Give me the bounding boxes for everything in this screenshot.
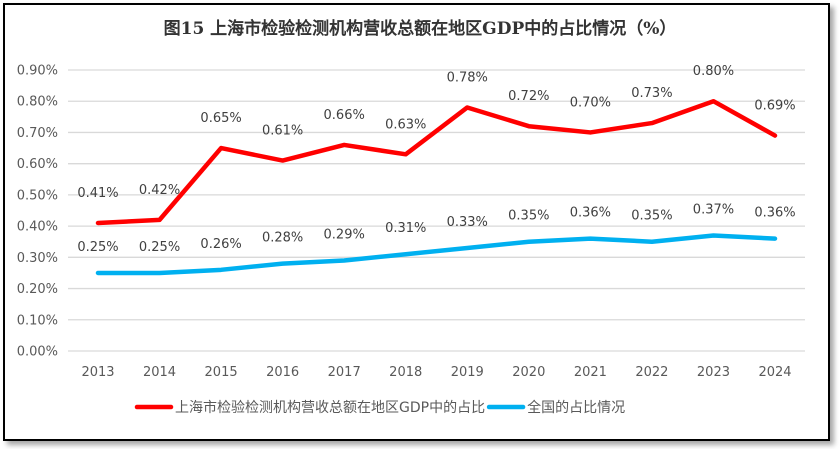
data-label: 0.33% [447,215,488,230]
x-tick-label: 2024 [758,365,791,380]
series-lines [95,98,778,276]
data-label: 0.26% [200,237,241,252]
x-tick-label: 2017 [328,365,361,380]
data-label: 0.28% [262,231,303,246]
data-label: 0.37% [693,202,734,217]
y-tick-label: 0.70% [17,126,58,141]
data-label: 0.65% [200,111,241,126]
data-label: 0.25% [77,240,118,255]
data-label: 0.25% [139,240,180,255]
data-labels: 0.41% 0.42% 0.65% 0.61% 0.66% 0.63% 0.78% 0.72%… [77,64,795,255]
data-label: 0.29% [324,227,365,242]
y-tick-label: 0.30% [17,251,58,266]
x-tick-label: 2016 [266,365,299,380]
data-label: 0.36% [570,206,611,221]
x-tick-label: 2013 [81,365,114,380]
data-label: 0.41% [77,186,118,201]
data-label: 0.31% [385,221,426,236]
data-label: 0.35% [631,209,672,224]
x-tick-label: 2022 [635,365,668,380]
x-tick-label: 2019 [451,365,484,380]
data-label: 0.80% [693,64,734,79]
data-label: 0.69% [754,99,795,114]
data-label: 0.42% [139,183,180,198]
y-tick-label: 0.20% [17,282,58,297]
y-axis-ticks: 0.00% 0.10% 0.20% 0.30% 0.40% 0.50% 0.60% 0.70%… [17,64,58,360]
legend-label-1: 上海市检验检测机构营收总额在地区GDP中的占比 [175,399,485,416]
data-label: 0.73% [631,86,672,101]
legend: 上海市检验检测机构营收总额在地区GDP中的占比 全国的占比情况 [134,399,625,416]
y-tick-label: 0.00% [17,345,58,360]
series-line-1 [95,98,778,226]
x-tick-label: 2020 [512,365,545,380]
data-label: 0.70% [570,95,611,110]
y-tick-label: 0.50% [17,188,58,203]
y-tick-label: 0.80% [17,95,58,110]
data-label: 0.63% [385,117,426,132]
y-tick-label: 0.40% [17,220,58,235]
legend-label-2: 全国的占比情况 [527,399,625,416]
x-tick-label: 2023 [697,365,730,380]
data-label: 0.78% [447,70,488,85]
data-label: 0.35% [508,209,549,224]
x-tick-label: 2021 [574,365,607,380]
y-tick-label: 0.60% [17,157,58,172]
x-tick-label: 2015 [205,365,238,380]
gridlines [68,69,805,352]
data-label: 0.36% [754,206,795,221]
chart-title: 图15 上海市检验检测机构营收总额在地区GDP中的占比情况（%） [164,18,677,39]
data-label: 0.66% [324,108,365,123]
x-tick-label: 2018 [389,365,422,380]
y-tick-label: 0.90% [17,64,58,79]
series-line-2 [95,233,778,276]
x-tick-label: 2014 [143,365,176,380]
x-axis-ticks: 2013 2014 2015 2016 2017 2018 2019 2020 2021 2022… [81,365,791,380]
data-label: 0.72% [508,89,549,104]
data-label: 0.61% [262,124,303,139]
y-tick-label: 0.10% [17,313,58,328]
